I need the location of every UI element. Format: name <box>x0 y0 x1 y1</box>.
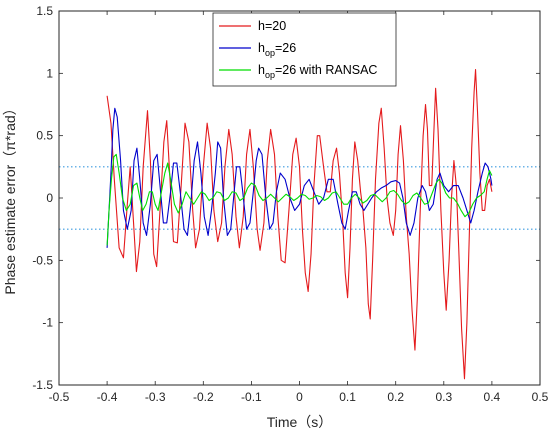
y-axis-label: Phase estimate error（π*rad） <box>2 101 18 294</box>
y-tick-label: -1 <box>42 316 53 330</box>
y-tick-label: -0.5 <box>32 253 53 267</box>
legend-entry-0: h=20 <box>258 19 286 33</box>
legend-label-rest: =26 <box>275 41 296 55</box>
y-tick-label: 1.5 <box>36 4 53 18</box>
x-tick-label: 0 <box>296 390 303 404</box>
y-tick-label: 0.5 <box>36 129 53 143</box>
x-tick-label: 0.2 <box>387 390 404 404</box>
legend-label-rest: =26 with RANSAC <box>275 63 377 77</box>
series-layer <box>106 69 493 380</box>
legend-label-main: h <box>258 63 265 77</box>
x-tick-label: -0.1 <box>241 390 262 404</box>
series-line-1 <box>106 107 493 248</box>
legend-entry-1: hop=26 <box>258 41 296 58</box>
legend-label-subscript: op <box>265 48 275 58</box>
series-line-0 <box>106 69 493 380</box>
x-tick-label: 0.4 <box>484 390 501 404</box>
x-tick-label: -0.4 <box>97 390 118 404</box>
x-axis-label: Time（s） <box>267 414 333 430</box>
y-tick-label: -1.5 <box>32 378 53 392</box>
x-axis: -0.5 -0.4 -0.3 -0.2 -0.1 0 0.1 0.2 0.3 0.4 0.5 <box>49 11 549 404</box>
y-tick-label: 0 <box>46 191 53 205</box>
series-line-2 <box>106 153 493 246</box>
x-tick-label: -0.2 <box>193 390 214 404</box>
x-tick-label: 0.1 <box>339 390 356 404</box>
legend-label-main: h=20 <box>258 19 286 33</box>
x-tick-label: -0.3 <box>145 390 166 404</box>
legend-entry-2: hop=26 with RANSAC <box>258 63 377 80</box>
y-tick-label: 1 <box>46 66 53 80</box>
y-axis: -1.5 -1 -0.5 0 0.5 1 1.5 <box>32 4 540 392</box>
x-tick-label: -0.5 <box>49 390 70 404</box>
x-tick-label: 0.3 <box>435 390 452 404</box>
x-tick-label: 0.5 <box>532 390 549 404</box>
legend-label-main: h <box>258 41 265 55</box>
legend-label-subscript: op <box>265 70 275 80</box>
legend-box <box>212 12 397 87</box>
